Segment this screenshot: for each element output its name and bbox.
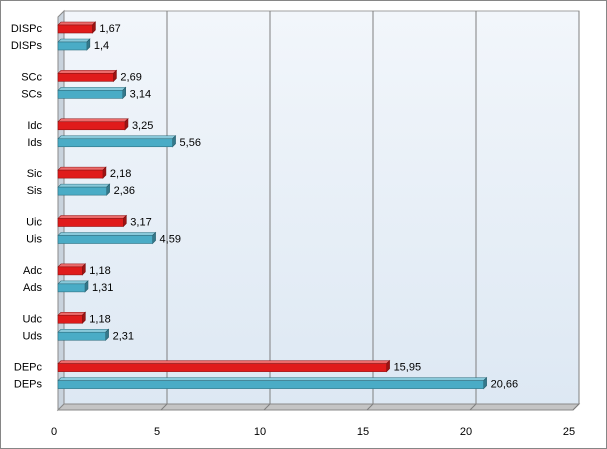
category-label: Ids bbox=[27, 137, 42, 149]
bar-Uis bbox=[57, 231, 157, 245]
bar-DISPs bbox=[57, 38, 91, 51]
bar-SCs bbox=[57, 86, 127, 100]
value-label: 5,56 bbox=[180, 137, 201, 149]
bar-Sic bbox=[57, 166, 107, 179]
bar-Uds bbox=[57, 328, 110, 341]
bar-DEPs bbox=[57, 376, 488, 390]
value-label: 2,18 bbox=[110, 168, 131, 180]
value-label: 1,67 bbox=[99, 23, 120, 35]
category-label: DISPc bbox=[11, 23, 43, 35]
value-label: 1,4 bbox=[94, 40, 109, 52]
value-label: 3,17 bbox=[130, 217, 151, 229]
x-tick-label: 5 bbox=[154, 426, 160, 438]
bar-face-Sis bbox=[57, 186, 107, 196]
bar-Idc bbox=[57, 118, 129, 131]
x-tick-label: 20 bbox=[460, 426, 472, 438]
category-label: Adc bbox=[23, 265, 42, 277]
x-gridline-floor bbox=[572, 403, 580, 411]
value-label: 20,66 bbox=[491, 379, 519, 391]
x-tick-label: 10 bbox=[254, 426, 266, 438]
x-gridline-floor bbox=[263, 403, 271, 411]
bar-Adc bbox=[57, 263, 87, 276]
bar-Ids bbox=[57, 135, 177, 148]
bar-face-SCs bbox=[57, 90, 123, 99]
x-gridline-floor bbox=[366, 403, 374, 411]
category-label: Uds bbox=[22, 330, 42, 342]
bar-DEPc bbox=[57, 359, 391, 373]
category-label: SCc bbox=[21, 71, 42, 83]
bar-face-Sic bbox=[57, 169, 104, 179]
x-tick-label: 0 bbox=[51, 426, 57, 438]
bar-face-Idc bbox=[57, 121, 126, 131]
bar-SCc bbox=[57, 69, 118, 83]
bar-face-Uis bbox=[57, 235, 153, 244]
bar-face-Ads bbox=[57, 283, 86, 293]
bar-Sis bbox=[57, 183, 111, 196]
bar-face-DEPs bbox=[57, 380, 484, 389]
category-label: Uic bbox=[26, 217, 42, 229]
bar-face-Uic bbox=[57, 218, 124, 227]
plot-floor bbox=[56, 403, 581, 411]
bar-Ads bbox=[57, 280, 89, 293]
category-label: Ads bbox=[23, 282, 42, 294]
bar-DISPc bbox=[57, 21, 97, 34]
category-label: Uis bbox=[26, 234, 42, 246]
value-label: 2,36 bbox=[114, 185, 135, 197]
category-label: DEPc bbox=[14, 362, 43, 374]
bar-face-Ids bbox=[57, 138, 173, 148]
category-label: Sis bbox=[27, 185, 43, 197]
category-label: Udc bbox=[22, 313, 42, 325]
value-label: 2,69 bbox=[120, 71, 141, 83]
bar-Uic bbox=[57, 214, 128, 228]
bar-face-DISPs bbox=[57, 41, 88, 51]
category-label: SCs bbox=[21, 88, 42, 100]
value-label: 1,18 bbox=[89, 265, 110, 277]
bar-face-DISPc bbox=[57, 24, 93, 34]
value-label: 2,31 bbox=[113, 330, 134, 342]
x-gridline-floor bbox=[160, 403, 168, 411]
value-label: 1,31 bbox=[92, 282, 113, 294]
category-label: DEPs bbox=[14, 379, 43, 391]
value-label: 3,25 bbox=[132, 120, 153, 132]
value-label: 3,14 bbox=[130, 88, 151, 100]
category-label: Sic bbox=[27, 168, 43, 180]
bar-face-Adc bbox=[57, 266, 83, 276]
plot-back-wall bbox=[63, 10, 580, 405]
value-label: 15,95 bbox=[394, 362, 422, 374]
bar-face-Uds bbox=[57, 331, 106, 341]
value-label: 4,59 bbox=[160, 234, 181, 246]
category-label: DISPs bbox=[11, 40, 43, 52]
bar-Udc bbox=[57, 311, 87, 324]
value-label: 1,18 bbox=[89, 313, 110, 325]
bar-face-DEPc bbox=[57, 363, 387, 372]
x-tick-label: 15 bbox=[357, 426, 369, 438]
bar-face-SCc bbox=[57, 73, 114, 82]
x-tick-label: 25 bbox=[563, 426, 575, 438]
category-label: Idc bbox=[27, 120, 42, 132]
bar-face-Udc bbox=[57, 314, 83, 324]
x-gridline-floor bbox=[469, 403, 477, 411]
